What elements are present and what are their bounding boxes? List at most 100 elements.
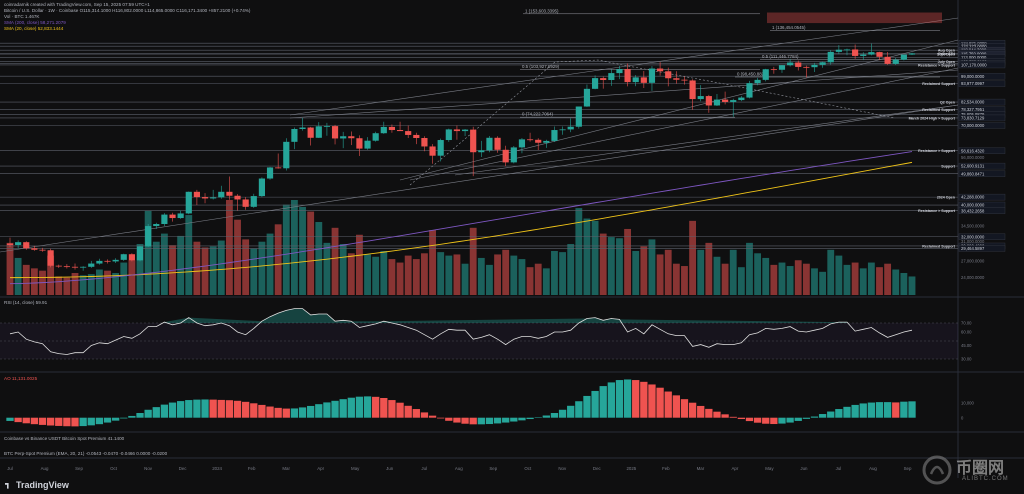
volume-bar	[534, 263, 542, 295]
time-axis-label: 2024	[212, 466, 222, 471]
volume-bar	[689, 220, 697, 295]
volume-bar	[469, 227, 477, 295]
ao-bar	[526, 417, 534, 420]
price-tag	[958, 73, 1006, 80]
ao-bar	[282, 408, 290, 418]
ao-bar	[30, 417, 39, 425]
candle-body	[429, 146, 436, 156]
price-tick-label: 31,000.0000	[961, 239, 985, 244]
candle-body	[104, 260, 111, 262]
volume-bar	[266, 233, 274, 295]
volume-bar	[445, 255, 453, 295]
time-axis-label: Sep	[75, 466, 83, 471]
ao-tick-label: 10,000	[961, 401, 974, 406]
volume-bar	[754, 253, 762, 295]
price-tag-value: 52,600.9131	[961, 164, 985, 169]
ao-bar	[128, 415, 136, 418]
candle-body	[396, 130, 404, 132]
candle-body	[673, 78, 680, 80]
candle-body	[145, 226, 152, 247]
volume-bar	[721, 263, 729, 295]
tradingview-logo[interactable]: TradingView	[5, 480, 69, 490]
ao-bar	[737, 417, 746, 420]
volume-bar	[599, 233, 607, 295]
ao-bar	[534, 417, 542, 418]
time-axis-label: Feb	[248, 466, 256, 471]
ohlc-values: O115,314.1000 H116,802.0000 L114,865.000…	[79, 8, 251, 13]
volume-bar	[396, 262, 404, 295]
time-axis-label: Jul	[7, 466, 13, 471]
ao-bar	[355, 396, 364, 418]
volume-bar	[770, 264, 778, 295]
watermark-text: 币圈网	[956, 460, 1005, 477]
volume-bar	[486, 264, 493, 295]
volume-bar	[95, 269, 103, 295]
ao-bar	[250, 403, 258, 418]
time-axis-label: Mar	[282, 466, 290, 471]
ao-bar	[770, 417, 778, 425]
volume-bar	[177, 235, 185, 295]
ao-bar	[185, 400, 193, 418]
price-level-label: Reclaimed Support	[922, 82, 956, 86]
volume-bar	[827, 249, 835, 295]
price-level-label: Resistance > Support	[918, 209, 956, 213]
candle-body	[169, 214, 176, 219]
candle-body	[819, 62, 826, 65]
candle-body	[39, 249, 46, 251]
candle-body	[15, 242, 22, 245]
ao-bar	[477, 417, 485, 425]
ao-bar	[217, 399, 225, 418]
ao-bar	[721, 414, 729, 418]
ao-legend: AO 11,131.0025	[4, 376, 38, 381]
volume-bar	[185, 215, 193, 295]
ao-bar	[892, 402, 900, 418]
candle-body	[445, 129, 452, 141]
price-tag-value: 70,000.0000	[961, 123, 985, 128]
candle-body	[900, 54, 907, 60]
ao-bar	[510, 417, 518, 422]
ao-bar	[461, 417, 469, 424]
volume-bar	[835, 255, 843, 295]
volume-bar	[380, 250, 388, 295]
volume-bar	[152, 241, 160, 295]
price-level-label: Reclaimed Support	[922, 108, 956, 112]
candle-body	[323, 126, 331, 127]
ao-bar	[843, 406, 851, 418]
ao-bar	[542, 415, 550, 418]
price-tag-value: 107,170.0000	[961, 63, 987, 68]
ao-bar	[697, 405, 705, 418]
ao-bar	[136, 413, 144, 418]
volume-bar	[356, 234, 363, 295]
volume-bar	[14, 257, 22, 295]
publisher-line: coinradarnik created with TradingView.co…	[4, 2, 150, 7]
candle-body	[299, 127, 306, 129]
volume-bar	[225, 200, 233, 295]
volume-bar	[429, 230, 436, 295]
volume-bar	[250, 248, 258, 295]
ao-bar	[583, 395, 591, 418]
ao-bar	[615, 380, 624, 418]
volume-bar	[729, 249, 737, 295]
candle-body	[421, 138, 428, 147]
dotted-path	[409, 59, 896, 186]
time-axis-label: May	[765, 466, 774, 471]
ao-bar	[469, 417, 477, 425]
candle-body	[6, 243, 14, 245]
volume-bar	[494, 254, 501, 295]
price-level-label: 2024 Open	[937, 196, 955, 200]
ao-bar	[786, 417, 794, 423]
price-tag	[958, 80, 1006, 87]
ao-bar	[152, 407, 160, 418]
trend-line	[0, 104, 959, 253]
ao-bar	[274, 407, 282, 418]
perp-legend: BTC Perp-Spot Premium (EMA, 20, 21) -0.0…	[4, 451, 168, 456]
volume-bar	[87, 274, 95, 295]
chart-canvas[interactable]: 1 (153,603.3395) 1 (136,454.0545) 0.5 (111…	[0, 0, 1024, 478]
time-axis-label: Oct	[524, 466, 532, 471]
candle-body	[632, 77, 639, 83]
volume-bar	[412, 259, 420, 295]
ao-bar	[729, 416, 737, 418]
price-level-label: Resistance > Support	[918, 149, 956, 153]
ao-bar	[193, 399, 201, 418]
time-axis-label: Sep	[904, 466, 912, 471]
